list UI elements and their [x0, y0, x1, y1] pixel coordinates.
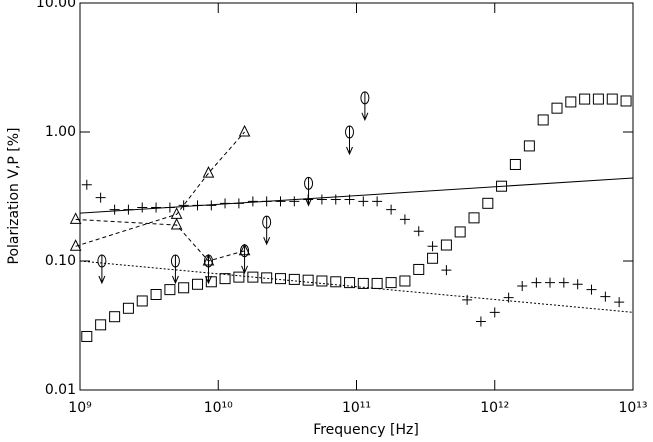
square-marker	[192, 278, 204, 290]
square-marker	[413, 263, 425, 275]
plus-marker	[531, 277, 542, 288]
square-marker	[565, 96, 577, 108]
upper-limit-arrow	[171, 255, 179, 285]
square-marker	[509, 158, 521, 170]
plus-marker	[427, 241, 438, 252]
square-marker	[178, 282, 190, 294]
square-marker	[606, 93, 618, 105]
series-line	[75, 218, 245, 262]
y-tick-label: 1.00	[45, 124, 76, 140]
plus-marker	[413, 226, 424, 237]
plus-marker	[95, 192, 106, 203]
plus-marker	[517, 281, 528, 292]
triangle-marker	[238, 124, 251, 137]
square-marker	[136, 295, 148, 307]
upper-limit-arrow	[98, 255, 106, 285]
y-tick-label: 0.10	[45, 253, 76, 269]
plus-marker	[358, 196, 369, 207]
square-marker	[81, 330, 93, 342]
square-marker	[316, 275, 328, 287]
square-marker	[579, 93, 591, 105]
triangle-marker	[170, 217, 183, 230]
square-marker	[592, 93, 604, 105]
plus-marker	[503, 292, 514, 303]
square-marker	[247, 271, 259, 283]
plus-marker	[386, 204, 397, 215]
series-line	[79, 177, 634, 214]
square-marker	[371, 277, 383, 289]
upper-limit-arrow	[241, 244, 249, 275]
square-marker	[164, 284, 176, 296]
square-marker	[454, 226, 466, 238]
x-axis-label: Frequency [Hz]	[313, 422, 419, 438]
plus-marker	[614, 297, 625, 308]
plus-marker	[137, 202, 148, 213]
upper-limit-arrow	[361, 91, 369, 122]
x-tick-label: 10⁹	[68, 400, 92, 416]
square-marker	[344, 277, 356, 289]
upper-limit-arrow	[346, 126, 353, 156]
series-line	[75, 131, 245, 247]
upper-limit-arrow	[305, 177, 313, 207]
x-tick-label: 10¹³	[618, 400, 647, 416]
upper-limit-arrow	[263, 216, 271, 246]
plus-marker	[586, 284, 597, 295]
square-marker	[440, 239, 452, 251]
square-marker	[357, 277, 369, 289]
y-axis-label: Polarization V,P [%]	[6, 128, 22, 265]
plus-marker	[178, 200, 189, 211]
square-marker	[150, 288, 162, 300]
square-marker	[482, 197, 494, 209]
plus-marker	[572, 279, 583, 290]
plus-marker	[109, 204, 120, 215]
square-marker	[122, 302, 134, 314]
plus-marker	[275, 196, 286, 207]
square-marker	[468, 212, 480, 224]
square-marker	[109, 311, 121, 323]
y-tick-label: 10.00	[36, 0, 76, 11]
square-marker	[399, 275, 411, 287]
series-line	[79, 260, 634, 313]
plus-marker	[289, 196, 300, 207]
square-marker	[274, 273, 286, 285]
plus-marker	[330, 194, 341, 205]
square-marker	[330, 276, 342, 288]
square-marker	[261, 272, 273, 284]
plus-marker	[247, 196, 258, 207]
plus-marker	[558, 277, 569, 288]
plus-marker	[81, 179, 92, 190]
square-marker	[551, 102, 563, 114]
square-marker	[95, 319, 107, 331]
square-marker	[385, 277, 397, 289]
square-marker	[288, 273, 300, 285]
plus-marker	[545, 277, 556, 288]
plus-marker	[600, 291, 611, 302]
square-marker	[302, 274, 314, 286]
square-marker	[537, 114, 549, 126]
x-tick-label: 10¹¹	[342, 400, 371, 416]
plus-marker	[441, 265, 452, 276]
triangle-marker	[170, 207, 183, 219]
plus-marker	[151, 202, 162, 213]
square-marker	[233, 271, 245, 283]
square-marker	[427, 252, 439, 264]
square-marker	[523, 140, 535, 152]
plus-marker	[489, 307, 500, 318]
plus-marker	[372, 196, 383, 207]
square-marker	[620, 95, 632, 107]
triangle-marker	[69, 239, 82, 251]
upper-limit-arrow	[205, 255, 212, 285]
square-marker	[219, 273, 231, 285]
triangle-marker	[202, 166, 215, 178]
plus-marker	[399, 214, 410, 225]
plot-frame	[79, 2, 634, 391]
x-tick-label: 10¹²	[480, 400, 509, 416]
y-tick-label: 0.01	[45, 382, 76, 398]
plus-marker	[475, 316, 486, 327]
triangle-marker	[69, 212, 82, 224]
plus-marker	[316, 194, 327, 205]
x-tick-label: 10¹⁰	[204, 400, 233, 416]
